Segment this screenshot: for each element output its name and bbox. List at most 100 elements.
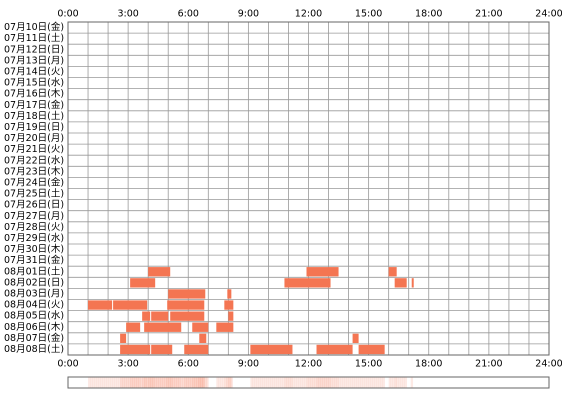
activity-heat — [218, 377, 221, 388]
row-label: 07月15日(水) — [4, 77, 64, 89]
activity-heat — [106, 377, 109, 388]
activity-bar — [184, 344, 209, 355]
x-tick-label: 9:00 — [238, 9, 259, 20]
row-label: 07月20日(月) — [4, 133, 64, 144]
activity-heat — [326, 377, 329, 388]
row-label: 07月22日(水) — [4, 154, 64, 166]
activity-heat — [318, 377, 321, 388]
activity-heat — [372, 377, 375, 388]
activity-heat — [390, 377, 393, 388]
activity-heat — [252, 377, 255, 388]
x-tick-label: 18:00 — [415, 9, 442, 20]
activity-heat — [392, 377, 395, 388]
activity-heat — [404, 377, 408, 388]
activity-heat — [124, 377, 127, 388]
row-label: 08月02日(日) — [4, 277, 64, 288]
activity-heat — [374, 377, 377, 388]
activity-bar — [316, 344, 353, 355]
activity-bar — [394, 278, 407, 288]
activity-heat — [122, 377, 125, 388]
activity-heat — [348, 377, 351, 388]
activity-heat — [270, 377, 273, 388]
activity-heat — [306, 377, 309, 388]
x-tick-label: 9:00 — [238, 359, 259, 370]
activity-heat — [314, 377, 317, 388]
x-tick-label: 12:00 — [295, 359, 322, 370]
activity-heat — [134, 377, 137, 388]
activity-heat — [188, 377, 191, 388]
activity-heat — [316, 377, 319, 388]
heat-frame — [67, 376, 550, 389]
activity-heat — [286, 377, 289, 388]
activity-heat — [288, 377, 291, 388]
activity-heat — [346, 377, 349, 388]
row-label: 08月04日(火) — [4, 300, 64, 311]
row-label: 08月08日(土) — [4, 343, 64, 355]
activity-bar — [306, 267, 339, 277]
activity-heat — [216, 377, 219, 388]
row-label: 08月01日(土) — [4, 265, 64, 277]
activity-heat — [132, 377, 135, 388]
activity-heat — [302, 377, 305, 388]
activity-heat — [308, 377, 311, 388]
activity-heat — [184, 377, 187, 388]
activity-heat — [170, 377, 173, 388]
activity-heat — [130, 377, 133, 388]
activity-heat — [402, 377, 405, 388]
activity-heat — [290, 377, 293, 388]
activity-heat — [268, 377, 271, 388]
activity-heat — [266, 377, 269, 388]
activity-bar — [144, 322, 182, 332]
activity-heat — [198, 377, 201, 388]
row-label: 08月07日(金) — [4, 332, 64, 344]
x-tick-label: 0:00 — [57, 359, 78, 370]
activity-heat — [154, 377, 157, 388]
activity-heat — [272, 377, 275, 388]
activity-heat — [262, 377, 265, 388]
activity-heat — [224, 377, 227, 388]
activity-heat — [168, 377, 171, 388]
activity-heat — [354, 377, 357, 388]
activity-heat — [178, 377, 181, 388]
activity-heat — [156, 377, 159, 388]
row-label: 07月31日(金) — [4, 254, 64, 266]
activity-heat — [310, 377, 313, 388]
activity-heat — [388, 377, 391, 388]
activity-heat — [362, 377, 365, 388]
activity-heat — [150, 377, 153, 388]
activity-bar — [151, 311, 169, 321]
activity-bar — [358, 344, 385, 355]
activity-heat — [138, 377, 141, 388]
row-label: 07月24日(金) — [4, 176, 64, 188]
x-tick-label: 12:00 — [295, 9, 322, 20]
activity-heat — [126, 377, 129, 388]
activity-heat — [284, 377, 287, 388]
activity-heat — [338, 377, 341, 388]
row-label: 07月14日(火) — [4, 66, 64, 77]
activity-heat — [174, 377, 177, 388]
activity-heat — [144, 377, 147, 388]
activity-heat — [94, 377, 97, 388]
activity-heat — [394, 377, 397, 388]
activity-heat — [324, 377, 327, 388]
row-label: 08月03日(月) — [4, 288, 64, 299]
activity-heat — [116, 377, 119, 388]
activity-heat — [158, 377, 161, 388]
row-label: 07月13日(月) — [4, 55, 64, 66]
activity-bar — [170, 311, 205, 321]
row-label: 07月21日(火) — [4, 144, 64, 155]
activity-heat — [142, 377, 145, 388]
activity-heat — [110, 377, 113, 388]
row-label: 08月05日(水) — [4, 310, 64, 322]
activity-heat — [228, 377, 231, 388]
plot-frame — [67, 21, 550, 356]
x-tick-label: 15:00 — [355, 359, 382, 370]
activity-heat — [328, 377, 331, 388]
activity-heat — [336, 377, 339, 388]
activity-heat — [182, 377, 185, 388]
activity-heat — [330, 377, 333, 388]
x-tick-label: 18:00 — [415, 359, 442, 370]
activity-heat — [344, 377, 347, 388]
activity-heat — [260, 377, 263, 388]
